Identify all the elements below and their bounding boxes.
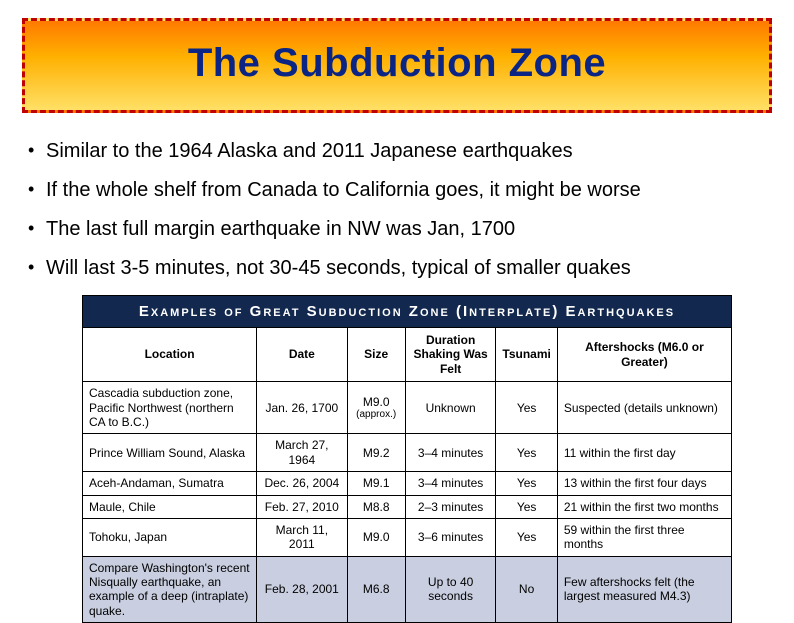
cell-date: Feb. 28, 2001 xyxy=(257,556,347,623)
col-header-date: Date xyxy=(257,328,347,382)
cell-size: M9.0 xyxy=(347,518,405,556)
cell-aftershocks: 21 within the first two months xyxy=(557,495,731,518)
bullet-item: Will last 3-5 minutes, not 30-45 seconds… xyxy=(28,256,772,281)
cell-location: Compare Washington's recent Nisqually ea… xyxy=(83,556,257,623)
cell-date: Feb. 27, 2010 xyxy=(257,495,347,518)
cell-tsunami: Yes xyxy=(496,382,557,434)
table-footer-row: Compare Washington's recent Nisqually ea… xyxy=(83,556,732,623)
table-row: Maule, Chile Feb. 27, 2010 M8.8 2–3 minu… xyxy=(83,495,732,518)
cell-duration: 3–4 minutes xyxy=(405,434,496,472)
cell-location: Maule, Chile xyxy=(83,495,257,518)
table-row: Cascadia subduction zone, Pacific Northw… xyxy=(83,382,732,434)
bullet-item: Similar to the 1964 Alaska and 2011 Japa… xyxy=(28,139,772,164)
cell-tsunami: Yes xyxy=(496,518,557,556)
bullet-item: The last full margin earthquake in NW wa… xyxy=(28,217,772,242)
cell-location: Prince William Sound, Alaska xyxy=(83,434,257,472)
table-row: Prince William Sound, Alaska March 27, 1… xyxy=(83,434,732,472)
cell-aftershocks: 11 within the first day xyxy=(557,434,731,472)
cell-location: Tohoku, Japan xyxy=(83,518,257,556)
title-banner: The Subduction Zone xyxy=(22,18,772,113)
cell-duration: Unknown xyxy=(405,382,496,434)
cell-aftershocks: 59 within the first three months xyxy=(557,518,731,556)
cell-duration: 3–6 minutes xyxy=(405,518,496,556)
table-title: Examples of Great Subduction Zone (Inter… xyxy=(82,295,732,327)
cell-aftershocks: 13 within the first four days xyxy=(557,472,731,495)
cell-date: Jan. 26, 1700 xyxy=(257,382,347,434)
cell-size: M9.2 xyxy=(347,434,405,472)
cell-duration: Up to 40 seconds xyxy=(405,556,496,623)
cell-location: Cascadia subduction zone, Pacific Northw… xyxy=(83,382,257,434)
cell-duration: 3–4 minutes xyxy=(405,472,496,495)
cell-date: March 11, 2011 xyxy=(257,518,347,556)
earthquake-table-container: Examples of Great Subduction Zone (Inter… xyxy=(82,295,732,623)
slide-title: The Subduction Zone xyxy=(35,41,759,86)
table-header-row: Location Date Size Duration Shaking Was … xyxy=(83,328,732,382)
size-value: M9.0 xyxy=(363,395,390,409)
cell-duration: 2–3 minutes xyxy=(405,495,496,518)
cell-size: M6.8 xyxy=(347,556,405,623)
col-header-size: Size xyxy=(347,328,405,382)
cell-tsunami: Yes xyxy=(496,434,557,472)
bullet-item: If the whole shelf from Canada to Califo… xyxy=(28,178,772,203)
cell-location: Aceh-Andaman, Sumatra xyxy=(83,472,257,495)
cell-aftershocks: Few aftershocks felt (the largest measur… xyxy=(557,556,731,623)
cell-date: March 27, 1964 xyxy=(257,434,347,472)
cell-size: M9.1 xyxy=(347,472,405,495)
table-row: Tohoku, Japan March 11, 2011 M9.0 3–6 mi… xyxy=(83,518,732,556)
cell-tsunami: No xyxy=(496,556,557,623)
col-header-tsunami: Tsunami xyxy=(496,328,557,382)
cell-date: Dec. 26, 2004 xyxy=(257,472,347,495)
earthquake-table: Location Date Size Duration Shaking Was … xyxy=(82,327,732,623)
cell-tsunami: Yes xyxy=(496,495,557,518)
cell-aftershocks: Suspected (details unknown) xyxy=(557,382,731,434)
col-header-location: Location xyxy=(83,328,257,382)
size-note: (approx.) xyxy=(354,409,399,421)
table-row: Aceh-Andaman, Sumatra Dec. 26, 2004 M9.1… xyxy=(83,472,732,495)
bullet-list: Similar to the 1964 Alaska and 2011 Japa… xyxy=(28,139,772,281)
cell-tsunami: Yes xyxy=(496,472,557,495)
col-header-aftershocks: Aftershocks (M6.0 or Greater) xyxy=(557,328,731,382)
col-header-duration: Duration Shaking Was Felt xyxy=(405,328,496,382)
cell-size: M9.0(approx.) xyxy=(347,382,405,434)
cell-size: M8.8 xyxy=(347,495,405,518)
